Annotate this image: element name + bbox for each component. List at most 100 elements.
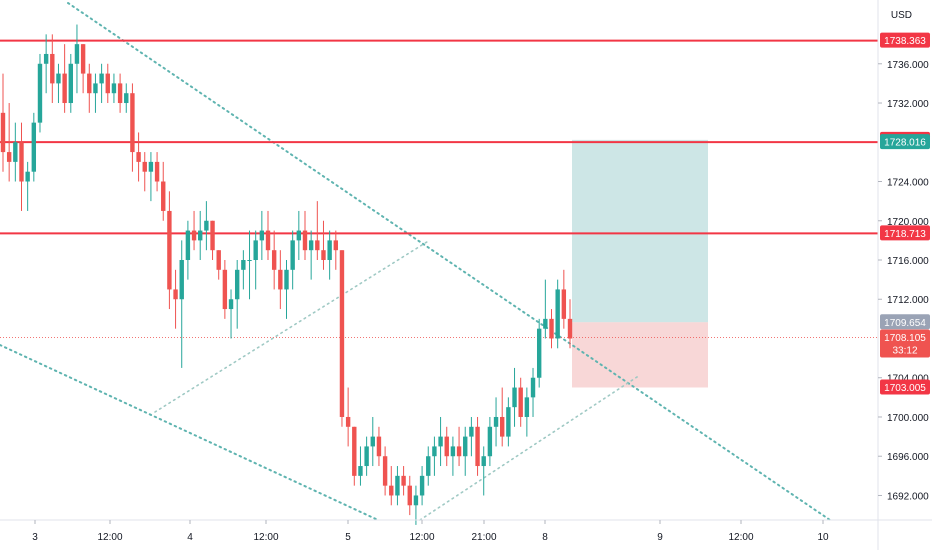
candle-body: [117, 83, 123, 104]
candle-body: [179, 260, 184, 300]
candle-body: [413, 495, 419, 506]
candle-body: [25, 171, 30, 182]
candle-body: [493, 416, 499, 427]
price-tick-label: 1692.000: [887, 491, 929, 502]
candle-body: [567, 318, 573, 339]
stop-badge-box: [880, 379, 930, 395]
candle: [154, 152, 160, 192]
candle: [413, 485, 419, 525]
target-zone[interactable]: [572, 139, 708, 323]
candle: [130, 83, 135, 172]
candle-body: [308, 240, 314, 251]
candle-body: [438, 436, 443, 447]
candle-body: [265, 230, 271, 251]
candle: [481, 446, 486, 496]
candle-body: [389, 485, 394, 496]
candle: [222, 260, 228, 319]
candle: [463, 426, 468, 476]
entry-badge-box: [880, 314, 930, 330]
ascending-trendline-right[interactable]: [419, 374, 641, 521]
candle: [518, 377, 523, 427]
descending-trendline-upper[interactable]: [67, 2, 831, 521]
candle: [389, 466, 394, 506]
candle-body: [278, 269, 283, 290]
candle: [561, 269, 567, 329]
price-badges: 1738.3631728.2401728.0161718.7131709.654…: [880, 32, 930, 395]
candle: [241, 250, 246, 290]
candle: [524, 387, 530, 437]
candle: [345, 387, 351, 447]
candle-body: [154, 161, 160, 182]
candle-body: [370, 436, 375, 447]
level-badge-2-text: 1728.016: [884, 138, 926, 149]
candle-body: [259, 230, 265, 241]
candle-body: [37, 63, 43, 123]
price-tick-label: 1724.000: [887, 178, 929, 189]
candle-body: [13, 142, 18, 162]
candle: [142, 152, 147, 192]
candle-body: [185, 230, 191, 260]
candle: [364, 436, 369, 476]
ascending-trendline-left[interactable]: [154, 239, 431, 413]
candle-body: [506, 407, 511, 437]
time-tick-label: 21:00: [471, 532, 496, 543]
candle-body: [333, 240, 339, 251]
stop-zone[interactable]: [572, 322, 708, 388]
candle-body: [111, 83, 117, 94]
candle: [204, 201, 209, 251]
candle-body: [56, 73, 61, 84]
price-tick-label: 1720.000: [887, 217, 929, 228]
candle: [487, 416, 493, 467]
candle: [99, 63, 104, 104]
candle: [191, 210, 197, 251]
candles: [0, 24, 573, 525]
price-tick-label: 1696.000: [887, 452, 929, 463]
candle: [475, 416, 480, 476]
level-badge-2-box: [880, 134, 930, 150]
candle: [407, 475, 412, 516]
candle: [161, 161, 166, 221]
candle: [198, 210, 203, 260]
candle: [25, 161, 30, 211]
candle: [493, 397, 499, 447]
candle: [500, 387, 505, 447]
candle: [74, 24, 80, 94]
candle: [124, 83, 129, 113]
horizontal-levels: [0, 39, 878, 235]
candle: [321, 220, 326, 270]
candle-body: [321, 250, 326, 260]
candle: [13, 122, 18, 182]
current-price-badge-countdown: 33:12: [892, 345, 917, 356]
candle: [62, 44, 67, 113]
candle-body: [327, 240, 332, 260]
candle-body: [364, 446, 369, 467]
candle: [327, 230, 332, 280]
price-axis[interactable]: USD 1736.000 1732.000 1724.000 1720.000 1716…: [877, 0, 930, 550]
candle-body: [290, 240, 295, 270]
candle: [555, 279, 560, 349]
candle: [136, 132, 141, 182]
candle: [148, 152, 154, 202]
candle: [93, 73, 98, 113]
candle: [247, 230, 252, 300]
candle: [339, 250, 345, 427]
time-axis[interactable]: 3 12:00 4 12:00 5 12:00 21:00 8 9 12:00 10: [0, 519, 932, 543]
descending-trendline-lower[interactable]: [0, 344, 379, 521]
candle-body: [315, 240, 320, 251]
candle: [308, 230, 314, 280]
candle-body: [247, 260, 252, 261]
candle-body: [142, 161, 147, 172]
candle-body: [198, 230, 203, 241]
candle-body: [401, 475, 406, 486]
candle-body: [549, 318, 554, 339]
time-tick-label: 10: [817, 532, 829, 543]
candle-body: [136, 152, 141, 162]
candle: [87, 63, 92, 113]
candle-body: [524, 397, 530, 417]
candle: [530, 367, 536, 417]
price-tick-labels: 1736.000 1732.000 1724.000 1720.000 1716.000…: [878, 60, 929, 502]
level-badge-1-box: [880, 32, 930, 48]
